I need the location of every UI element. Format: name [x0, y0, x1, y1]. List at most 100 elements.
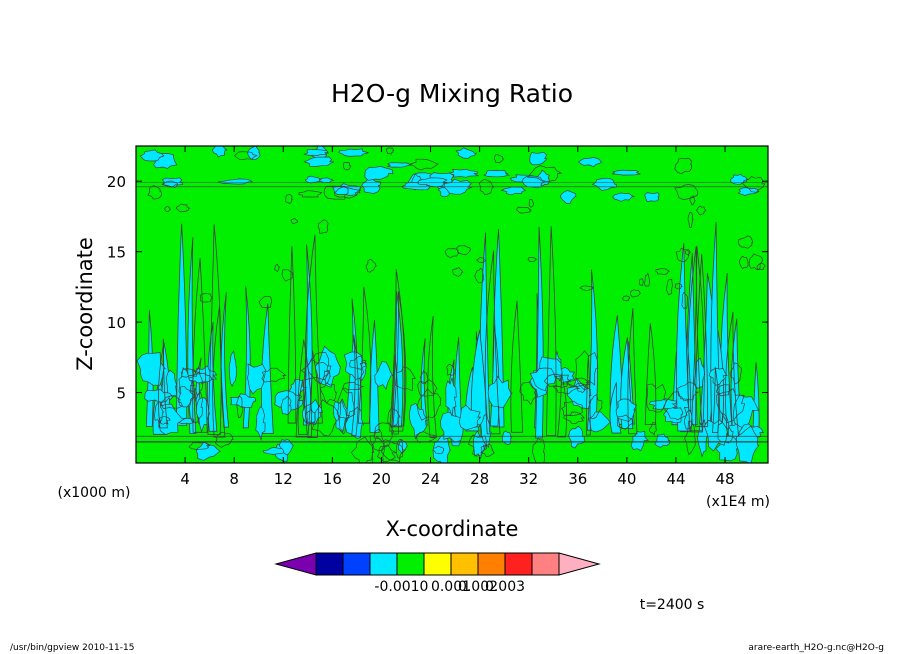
contour-cell	[445, 377, 457, 417]
x-tick-label: 8	[229, 470, 239, 488]
contour-plume	[712, 366, 720, 434]
contour-cell	[737, 187, 760, 196]
contour-cell	[579, 285, 594, 291]
contour-cell	[332, 398, 351, 434]
contour-cell	[158, 416, 171, 425]
contour-plume	[695, 254, 709, 427]
contour-cell	[487, 375, 513, 409]
y-axis-label: Z-coordinate	[73, 237, 97, 371]
contour-cell	[616, 414, 634, 430]
contour-cell	[529, 151, 548, 166]
contour-cell	[317, 219, 329, 234]
colorbar-extend-low	[274, 552, 317, 576]
contour-cell	[380, 441, 403, 463]
contour-cell	[322, 370, 332, 385]
colorbar-swatch	[504, 552, 533, 576]
contour-cell	[675, 247, 690, 263]
contour-cell	[559, 190, 577, 204]
contour-cell	[519, 381, 537, 405]
contour-cell	[395, 439, 406, 460]
contour-cell	[214, 431, 234, 448]
contour-cell	[304, 175, 321, 184]
contour-cell	[561, 400, 583, 416]
contour-cell	[274, 263, 280, 272]
contour-plume	[295, 339, 312, 438]
contour-cell	[736, 425, 760, 463]
contour-cell	[716, 388, 746, 424]
contour-plume	[644, 323, 657, 426]
contour-cell	[136, 352, 166, 386]
contour-cell	[611, 169, 641, 176]
contour-cell	[160, 395, 184, 409]
contour-cell	[188, 372, 213, 384]
contour-cell	[258, 296, 273, 308]
contour-cell	[300, 358, 329, 381]
contour-cell	[674, 184, 699, 201]
plot-area	[135, 145, 769, 464]
contour-cell	[334, 186, 361, 199]
contour-cell	[373, 422, 395, 443]
colorbar-swatch	[531, 552, 560, 576]
contour-cell	[189, 388, 203, 424]
contour-plume	[557, 373, 568, 438]
contour-cell	[694, 357, 706, 389]
contour-plume	[510, 300, 524, 433]
contour-plume	[627, 308, 638, 435]
contour-cell	[175, 203, 191, 213]
contour-cell	[630, 289, 642, 298]
contour-cell	[529, 367, 557, 392]
contour-cell	[696, 205, 707, 216]
colorbar-label: 0.001	[431, 579, 471, 595]
y-axis: 5 10 15 20	[107, 173, 768, 403]
colorbar-swatch	[477, 552, 506, 576]
contour-cell	[458, 404, 482, 431]
x-tick-label: 20	[372, 470, 391, 488]
contour-cell	[577, 157, 603, 168]
contour-cell	[742, 176, 766, 193]
contour-cell	[305, 408, 316, 425]
contour-cell	[394, 366, 416, 392]
contour-plume	[357, 286, 372, 424]
contour-cell	[417, 379, 438, 397]
contour-cell	[342, 382, 364, 391]
contour-cell	[568, 425, 585, 449]
contour-cell	[350, 436, 375, 463]
contour-plume	[297, 379, 308, 435]
contour-cell	[247, 146, 261, 161]
x-tick-label: 24	[421, 470, 440, 488]
contour-plume	[207, 224, 222, 435]
contour-cell	[177, 385, 196, 408]
contour-cell	[336, 387, 356, 420]
contour-cell	[420, 369, 429, 385]
contour-cell	[361, 177, 382, 194]
contour-cell	[532, 437, 545, 463]
contour-plume	[484, 250, 501, 435]
contour-cell	[703, 419, 729, 452]
contour-cell	[228, 350, 237, 388]
contour-cell	[188, 442, 211, 450]
contour-cell	[387, 406, 401, 429]
colorbar-extend-high	[558, 552, 601, 576]
contour-cell	[195, 441, 222, 461]
colorbar-swatch	[369, 552, 398, 576]
contour-cell	[674, 157, 692, 175]
contour-cell	[285, 194, 293, 204]
x-axis: 4 8 12 16 20 24 28 32 36 40 44 48	[180, 146, 735, 488]
contour-plume	[392, 291, 407, 427]
x-axis-label: X-coordinate	[386, 517, 519, 541]
contour-cell	[314, 345, 342, 388]
contour-plume	[609, 382, 622, 434]
contour-cell	[416, 388, 442, 421]
contour-cell	[612, 192, 636, 202]
contour-cell	[180, 368, 201, 378]
contour-cell	[500, 186, 526, 196]
contour-cell	[493, 154, 505, 164]
contour-cell	[298, 190, 323, 198]
contour-cell	[563, 411, 585, 425]
contour-cell	[447, 168, 480, 178]
contour-cell	[342, 162, 352, 171]
y-tick-label: 15	[107, 244, 126, 262]
y-tick-label: 10	[107, 314, 126, 332]
contour-cell	[717, 412, 734, 444]
contour-fill	[136, 146, 764, 463]
